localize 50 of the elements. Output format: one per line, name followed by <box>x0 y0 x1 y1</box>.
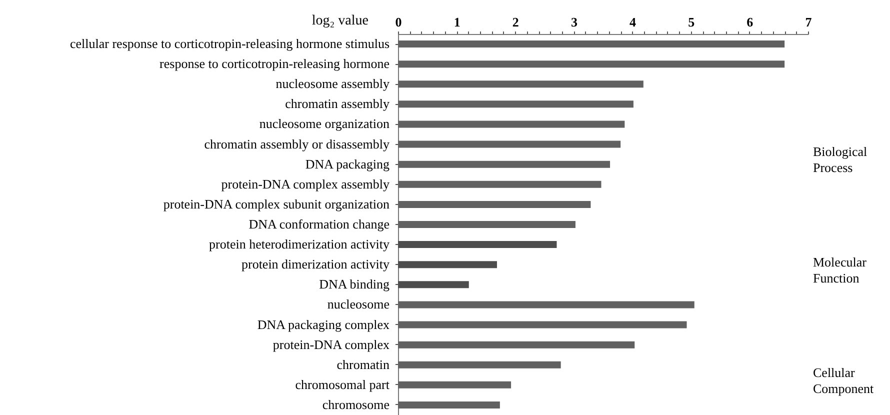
bar <box>398 60 785 68</box>
bar <box>398 261 497 268</box>
y-tick-label: chromatin assembly <box>285 96 390 112</box>
bar <box>398 361 561 368</box>
bar <box>398 221 576 228</box>
bar <box>398 180 602 188</box>
y-tick-label: chromatin <box>336 356 390 372</box>
bar <box>398 281 469 288</box>
y-tick-label: chromosome <box>322 396 390 412</box>
bar <box>398 241 557 248</box>
bar <box>398 40 785 48</box>
bar <box>398 80 644 88</box>
text: Molecular Function <box>813 254 868 286</box>
bar <box>398 381 512 388</box>
text: Cellular Component <box>813 365 874 396</box>
x-tick-label: 6 <box>746 14 754 30</box>
y-tick-label: nucleosome <box>327 296 390 312</box>
y-tick-label: DNA binding <box>319 276 390 292</box>
y-tick-label: nucleosome assembly <box>276 76 390 92</box>
y-tick-label: chromosomal part <box>295 376 390 392</box>
x-tick-label: 1 <box>454 14 460 30</box>
bar <box>398 100 634 108</box>
y-tick-label: DNA packaging complex <box>257 316 390 332</box>
text: Biological Process <box>813 144 868 176</box>
y-tick-label: cellular response to corticotropin-releasing hormone stimulus <box>70 36 390 52</box>
bar <box>398 160 610 168</box>
x-tick-label: 4 <box>630 14 637 30</box>
x-tick-label: 2 <box>512 14 519 30</box>
x-axis-title: log₂ value <box>312 14 368 28</box>
y-tick-label: protein dimerization activity <box>241 256 390 272</box>
y-tick-label: protein-DNA complex subunit organization <box>163 196 390 212</box>
y-tick-label: DNA packaging <box>305 156 390 172</box>
bar <box>398 120 625 128</box>
y-tick-label: protein-DNA complex <box>272 336 390 352</box>
y-tick-label: DNA conformation change <box>248 216 390 232</box>
x-tick-label: 7 <box>805 14 812 30</box>
x-tick-label: 0 <box>395 14 402 30</box>
y-tick-label: protein-DNA complex assembly <box>221 176 390 192</box>
y-tick-label: chromatin assembly or disassembly <box>204 136 390 152</box>
y-tick-label: nucleosome organization <box>259 116 390 132</box>
bar <box>398 341 635 348</box>
x-tick-label: 5 <box>688 14 696 30</box>
y-tick-label: response to corticotropin-releasing hormone <box>160 56 390 72</box>
bar <box>398 301 694 308</box>
bar <box>398 200 591 208</box>
y-tick-label: protein heterodimerization activity <box>209 236 390 252</box>
bar <box>398 140 621 148</box>
bar <box>398 401 500 408</box>
bar <box>398 321 687 328</box>
x-tick-label: 3 <box>570 14 578 30</box>
